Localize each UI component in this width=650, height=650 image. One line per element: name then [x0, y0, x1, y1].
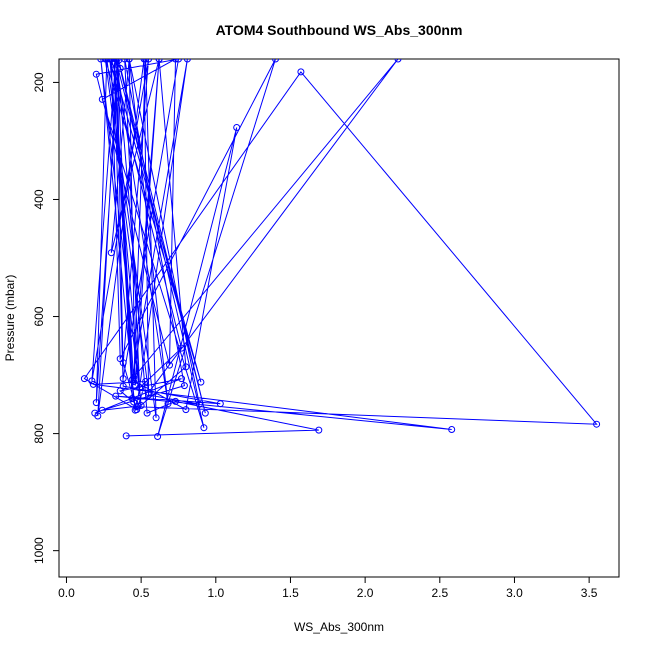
- y-tick-label: 800: [32, 423, 46, 443]
- data-point: [593, 420, 601, 428]
- data-point: [182, 363, 190, 371]
- x-tick-label: 0.0: [58, 586, 75, 600]
- x-tick-label: 2.5: [431, 586, 448, 600]
- x-tick-label: 1.0: [207, 586, 224, 600]
- data-point: [137, 402, 145, 409]
- data-point: [201, 409, 209, 417]
- x-axis: 0.0 0.5 1.0 1.5 2.0 2.5 3.0 3.5: [58, 577, 598, 600]
- data-point: [119, 382, 127, 390]
- data-point: [164, 400, 172, 408]
- x-tick-label: 3.5: [581, 586, 598, 600]
- data-point: [116, 355, 124, 363]
- data-point: [80, 375, 88, 383]
- y-tick-label: 200: [32, 72, 46, 92]
- x-tick-label: 1.5: [282, 586, 299, 600]
- data-point: [183, 59, 191, 63]
- data-point: [92, 70, 100, 78]
- data-point: [121, 59, 129, 63]
- data-point: [112, 392, 120, 400]
- data-point: [134, 402, 142, 410]
- data-point: [172, 397, 179, 405]
- data-point: [136, 384, 144, 392]
- data-point: [143, 409, 151, 417]
- data-point: [89, 380, 97, 388]
- data-point: [200, 424, 208, 432]
- data-point: [94, 412, 102, 420]
- data-point: [107, 249, 115, 257]
- data-point: [130, 373, 138, 381]
- data-point: [272, 59, 279, 63]
- data-point: [145, 389, 153, 397]
- x-axis-label: WS_Abs_300nm: [294, 620, 384, 634]
- data-point: [175, 59, 182, 63]
- data-point: [197, 378, 205, 386]
- data-point: [155, 59, 163, 63]
- data-point: [98, 406, 106, 414]
- data-point: [152, 414, 160, 422]
- data-point: [113, 59, 121, 63]
- x-tick-label: 0.5: [133, 586, 150, 600]
- data-point: [122, 432, 130, 440]
- data-point: [178, 344, 185, 352]
- data-point: [128, 395, 136, 402]
- data-point: [172, 59, 179, 63]
- y-tick-label: 1000: [32, 537, 46, 564]
- data-point: [140, 59, 148, 63]
- data-point: [394, 59, 402, 63]
- series-layer: [80, 59, 601, 440]
- data-point: [145, 59, 153, 63]
- data-point: [233, 124, 241, 131]
- data-point: [195, 400, 203, 408]
- x-tick-label: 2.0: [357, 586, 374, 600]
- y-axis-label: Pressure (mbar): [3, 275, 17, 362]
- data-point: [166, 361, 173, 369]
- x-tick-label: 3.0: [506, 586, 523, 600]
- data-point: [297, 68, 305, 76]
- chart-title: ATOM4 Southbound WS_Abs_300nm: [216, 22, 463, 38]
- data-point: [154, 433, 162, 440]
- data-point: [448, 426, 456, 433]
- data-point: [130, 378, 138, 385]
- data-point: [88, 377, 96, 385]
- plot-frame: [58, 58, 620, 578]
- data-point: [145, 391, 153, 399]
- data-point: [92, 399, 100, 407]
- data-point: [142, 378, 150, 385]
- data-point: [98, 95, 106, 103]
- data-point: [178, 375, 185, 383]
- data-point: [180, 382, 188, 390]
- data-point: [119, 375, 127, 383]
- data-point: [315, 426, 323, 434]
- y-tick-label: 400: [32, 189, 46, 209]
- data-point: [97, 59, 105, 63]
- data-point: [106, 59, 114, 63]
- data-point: [125, 59, 133, 63]
- data-point: [110, 66, 118, 73]
- data-point: [182, 406, 190, 414]
- data-point: [101, 59, 109, 63]
- y-tick-label: 600: [32, 306, 46, 326]
- y-axis: 200 400 600 800 1000: [32, 72, 59, 564]
- data-point: [216, 400, 224, 408]
